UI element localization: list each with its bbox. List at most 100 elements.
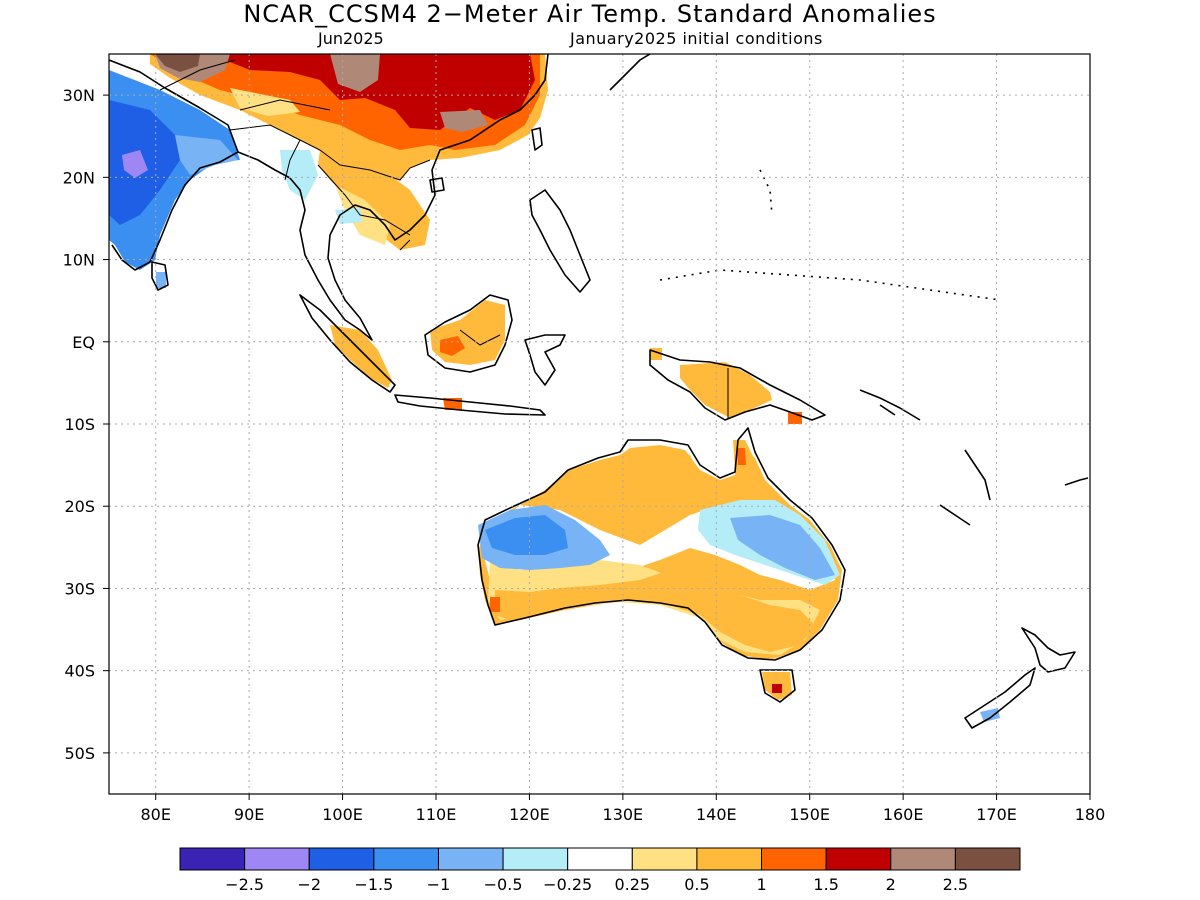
lat-tick-label: 30S <box>64 579 95 598</box>
lon-tick-label: 150E <box>789 805 830 824</box>
colorbar-swatch <box>696 847 763 871</box>
new-guinea-coastline <box>649 349 826 421</box>
colorbar-swatch <box>954 847 1021 871</box>
colorbar-label: −2 <box>297 875 321 894</box>
australia-coastline <box>477 427 846 661</box>
sumatra-coastline <box>299 294 396 393</box>
sumatra-anomaly <box>330 325 392 388</box>
cape-york-hot <box>737 448 746 465</box>
qld-cool-core <box>730 515 835 580</box>
lon-tick-label: 160E <box>883 805 924 824</box>
colorbar-swatch <box>179 847 246 871</box>
map-content <box>109 54 1089 729</box>
lon-tick-label: 140E <box>696 805 737 824</box>
lat-tick-label: 50S <box>64 744 95 763</box>
lat-tick-label: 20N <box>63 168 95 187</box>
wa-cool-core <box>485 515 568 555</box>
colorbar-swatch <box>244 847 310 871</box>
lon-tick-label: 110E <box>416 805 457 824</box>
colorbar-swatch <box>373 847 439 871</box>
australia-warm-core <box>495 560 815 652</box>
sri-lanka-cool <box>156 272 166 288</box>
indochina-anomaly <box>318 150 430 250</box>
borneo-anomaly <box>430 300 505 365</box>
country-borders <box>159 59 729 418</box>
lon-tick-label: 100E <box>322 805 363 824</box>
maritime-anomaly-field <box>330 300 802 424</box>
map-title: NCAR_CCSM4 2−Meter Air Temp. Standard An… <box>243 0 937 28</box>
colorbar-label: 1 <box>756 875 766 894</box>
australia-anomaly-field <box>156 272 1000 722</box>
colorbar-swatch <box>825 847 892 871</box>
lat-tick-label: 10N <box>63 251 95 270</box>
sw-wa-hot <box>490 597 500 612</box>
borders-asia <box>159 59 431 251</box>
nz-cool <box>980 708 1000 722</box>
lat-tick-label: EQ <box>72 333 95 352</box>
lon-tick-label: 80E <box>140 805 170 824</box>
colorbar-label: −0.25 <box>543 875 592 894</box>
sri-lanka-coastline <box>151 261 169 291</box>
fiji-islands <box>1064 477 1089 486</box>
colorbar-swatch <box>631 847 698 871</box>
micronesia-islands <box>659 169 1001 301</box>
east-china-extreme <box>440 110 488 132</box>
colorbar-label: 2.5 <box>943 875 968 894</box>
map-frame <box>108 53 1091 795</box>
india-anomaly-field <box>109 70 240 270</box>
lat-tick-label: 30N <box>63 86 95 105</box>
central-china-extreme <box>330 54 380 92</box>
new-caledonia <box>939 504 971 526</box>
tibet-extreme-2 <box>155 54 200 72</box>
colorbar-swatch <box>437 847 504 871</box>
lat-tick-label: 40S <box>64 662 95 681</box>
lon-tick-label: 130E <box>603 805 644 824</box>
colorbar: −2.5 −2 −1.5 −1 −0.5 −0.25 0.25 0.5 1 1.5 2 2.5 <box>179 847 1021 894</box>
borders-pacific <box>459 329 729 418</box>
colorbar-label: −1 <box>427 875 451 894</box>
initial-conditions: January2025 initial conditions <box>570 29 823 48</box>
lat-tick-label: 10S <box>64 415 95 434</box>
tasmania-hot <box>772 684 782 693</box>
india-very-cool <box>122 150 148 178</box>
lon-tick-label: 170E <box>976 805 1017 824</box>
axis-ticks <box>103 94 1091 800</box>
colorbar-label: 1.5 <box>813 875 838 894</box>
colorbar-swatch <box>567 847 633 871</box>
myanmar-cool-2 <box>335 208 362 224</box>
asia-anomaly-field <box>150 54 548 250</box>
colorbar-swatch <box>761 847 827 871</box>
sulawesi-coastline <box>524 334 566 386</box>
china-very-warm <box>210 54 535 130</box>
colorbar-label: 0.5 <box>684 875 709 894</box>
colorbar-swatch <box>502 847 569 871</box>
borneo-coastline <box>424 294 513 373</box>
colorbar-label: 2 <box>886 875 896 894</box>
colorbar-swatch <box>308 847 375 871</box>
india-cool-edge <box>175 135 238 175</box>
vanuatu-islands <box>964 449 991 501</box>
philippines-coastline <box>529 189 591 293</box>
colorbar-label: 0.25 <box>614 875 650 894</box>
hainan-coastline <box>429 177 445 193</box>
taiwan-coastline <box>531 127 543 151</box>
nz-north-island-coastline <box>1021 627 1076 673</box>
colorbar-label: −1.5 <box>354 875 393 894</box>
colorbar-label: −2.5 <box>225 875 264 894</box>
colorbar-label: −0.5 <box>484 875 523 894</box>
australia-northwest-warm <box>570 450 700 530</box>
axis-labels: 80E 90E 100E 110E 120E 130E 140E 150E 160E 170E 18… <box>63 86 1106 824</box>
solomon-islands <box>859 389 921 421</box>
gridlines <box>109 54 1090 794</box>
lon-tick-label: 180 <box>1075 805 1106 824</box>
forecast-month: Jun2025 <box>318 29 384 48</box>
borneo-hot <box>440 336 465 356</box>
nz-south-island-coastline <box>964 667 1036 729</box>
lon-tick-label: 90E <box>234 805 264 824</box>
tasmania-coastline <box>759 669 796 703</box>
coastlines <box>109 54 1089 729</box>
new-guinea-anomaly <box>680 362 772 418</box>
japan-coastline <box>609 54 651 91</box>
lat-tick-label: 20S <box>64 497 95 516</box>
